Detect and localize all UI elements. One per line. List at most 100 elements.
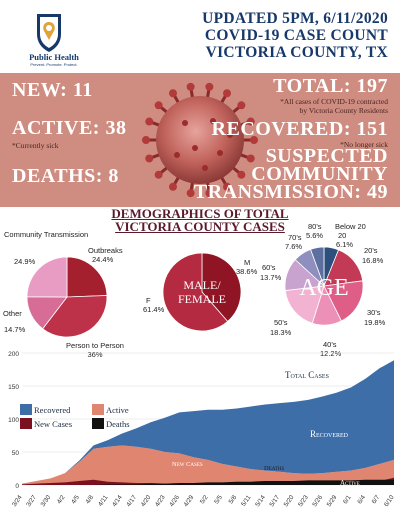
x-tick-label: 3/24 [11, 494, 24, 508]
value-below-20: 6.1% [336, 240, 354, 249]
pie-slice-m [201, 252, 242, 322]
total-note-line1: *All cases of COVID-19 contracted [280, 97, 388, 106]
virus-icon [142, 82, 258, 198]
pie-slice-person-to-person [42, 295, 108, 338]
active-note: *Currently sick [12, 141, 59, 150]
pie-slice-f [162, 252, 229, 332]
value-other: 14.7% [4, 325, 26, 334]
suspected-line3: TRANSMISSION: 49 [193, 181, 388, 203]
new-cases-stat: NEW: 11 [12, 79, 93, 101]
label-50s: 50's [274, 318, 288, 327]
y-tick-label: 0 [15, 483, 19, 490]
annotation-new-cases: New Cases [172, 461, 203, 468]
value-50s: 18.3% [270, 328, 292, 337]
legend-label-deaths: Deaths [106, 419, 130, 429]
area-new-cases [22, 477, 394, 485]
x-tick-label: 5/11 [240, 494, 253, 508]
pie-slice-outbreaks [66, 256, 108, 298]
label-female: F [146, 296, 151, 305]
stats-band: NEW: 11 ACTIVE: 38 *Currently sick DEATH… [0, 73, 400, 207]
value-outbreaks: 24.4% [92, 255, 114, 264]
public-health-logo-icon [37, 14, 61, 52]
x-tick-label: 5/5 [213, 494, 224, 506]
area-active [22, 445, 394, 485]
case-count-title: COVID-19 CASE COUNT [204, 27, 388, 44]
annotation-active: Active [340, 479, 360, 487]
x-tick-label: 5/29 [326, 494, 339, 508]
x-tick-label: 4/11 [97, 494, 110, 508]
x-tick-label: 4/26 [168, 494, 181, 508]
pie-slice-30-s [323, 280, 364, 322]
pie-slice-50-s [284, 285, 325, 324]
annotation-total-cases: Total Cases [285, 370, 329, 380]
x-tick-label: 5/2 [199, 494, 210, 506]
deaths-stat: DEATHS: 8 [12, 165, 119, 187]
label-below-20-num: 20 [338, 231, 347, 240]
sex-center-label-line1: MALE/ [183, 278, 221, 292]
label-20s: 20's [364, 246, 378, 255]
label-outbreaks: Outbreaks [88, 246, 123, 255]
sex-pie-chart: MALE/ FEMALE [162, 252, 242, 332]
sex-center-label-line2: FEMALE [178, 292, 226, 306]
legend-swatch-new-cases [20, 418, 32, 429]
x-tick-label: 4/29 [183, 494, 196, 508]
demographics-title: DEMOGRAPHICS OF TOTAL VICTORIA COUNTY CA… [0, 207, 400, 233]
x-tick-label: 5/23 [297, 494, 310, 508]
total-cases-stat: TOTAL: 197 [273, 75, 388, 97]
label-60s: 60's [262, 263, 276, 272]
active-cases-stat: ACTIVE: 38 [12, 117, 127, 139]
label-70s: 70's [288, 233, 302, 242]
value-person-to-person: 36% [87, 350, 103, 359]
value-male: 38.6% [236, 267, 258, 276]
updated-line: UPDATED 5PM, 6/11/2020 [202, 10, 388, 27]
suspected-line2: COMMUNITY [251, 163, 388, 185]
value-female: 61.4% [143, 305, 165, 314]
pie-slice-community-transmission [26, 256, 68, 298]
x-tick-label: 4/5 [70, 494, 81, 506]
label-other: Other [3, 309, 22, 318]
value-40s: 12.2% [320, 349, 342, 358]
value-70s: 7.6% [285, 242, 303, 251]
legend-label-new-cases: New Cases [34, 419, 73, 429]
suspected-line1: SUSPECTED [265, 145, 388, 167]
value-30s: 19.8% [364, 318, 386, 327]
x-tick-label: 5/8 [227, 494, 238, 506]
age-pie-chart: AGE [284, 246, 364, 326]
value-community-transmission: 24.9% [14, 257, 36, 266]
legend-swatch-deaths [92, 418, 104, 429]
legend-swatch-recovered [20, 404, 32, 415]
label-40s: 40's [323, 340, 337, 349]
demographics-title-line1: DEMOGRAPHICS OF TOTAL [111, 206, 289, 221]
label-80s: 80's [308, 222, 322, 231]
org-name: Public Health [29, 52, 79, 62]
value-80s: 5.6% [306, 231, 324, 240]
x-tick-label: 5/14 [254, 494, 267, 508]
x-tick-label: 4/20 [140, 494, 153, 508]
x-tick-label: 4/8 [84, 494, 95, 506]
label-male: M [244, 258, 251, 267]
x-tick-label: 3/30 [39, 494, 52, 508]
x-tick-label: 6/1 [342, 494, 353, 506]
age-center-label: AGE [299, 275, 348, 301]
y-tick-label: 100 [8, 417, 19, 424]
legend-label-active: Active [106, 405, 129, 415]
x-tick-label: 3/27 [25, 494, 38, 508]
label-community-transmission: Community Transmission [4, 230, 89, 239]
x-tick-label: 4/14 [111, 494, 124, 508]
y-tick-label: 50 [12, 450, 20, 457]
x-tick-label: 4/23 [154, 494, 167, 508]
value-60s: 13.7% [260, 273, 282, 282]
legend-swatch-active [92, 404, 104, 415]
x-tick-label: 5/17 [268, 494, 281, 508]
total-note-line2: by Victoria County Residents [299, 106, 388, 115]
x-tick-label: 4/2 [56, 494, 67, 506]
x-tick-label: 5/26 [311, 494, 324, 508]
annotation-deaths: Deaths [264, 465, 284, 472]
org-tagline: Prevent. Promote. Protect. [30, 62, 78, 67]
legend-label-recovered: Recovered [34, 405, 71, 415]
area-recovered [22, 360, 394, 484]
y-tick-label: 200 [8, 351, 19, 358]
demographics-title-line2: VICTORIA COUNTY CASES [115, 219, 285, 234]
label-person-to-person: Person to Person [66, 341, 124, 350]
